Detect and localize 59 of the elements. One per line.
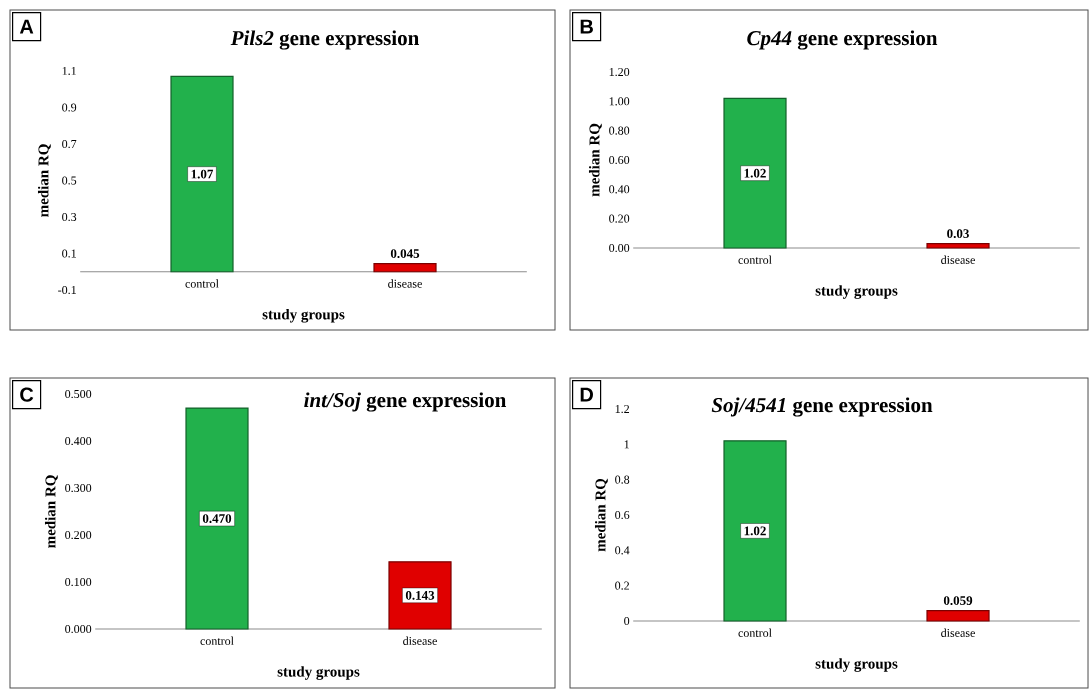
y-tick-label: 1.1 bbox=[62, 66, 76, 76]
y-tick-label: 0.2 bbox=[615, 581, 630, 590]
y-axis-title: median RQ bbox=[44, 475, 58, 548]
y-axis-title: median RQ bbox=[594, 478, 608, 552]
y-tick-label: 0.100 bbox=[65, 577, 92, 587]
y-tick-label: 0.8 bbox=[615, 475, 630, 484]
data-label: 1.02 bbox=[744, 168, 766, 178]
y-tick-label: 0.200 bbox=[65, 530, 92, 540]
y-tick-label: 0.60 bbox=[609, 155, 630, 165]
y-tick-label: 1.2 bbox=[615, 404, 630, 414]
y-tick-label: 1 bbox=[624, 440, 629, 449]
x-tick-label: control bbox=[738, 255, 772, 264]
x-tick-label: disease bbox=[941, 628, 975, 637]
text: C bbox=[20, 387, 34, 402]
data-label: 0.470 bbox=[202, 514, 232, 523]
chart-title: Cp44 gene expression bbox=[747, 30, 938, 50]
chart-title: Pils2 gene expression bbox=[230, 30, 419, 50]
y-tick-label: 0.4 bbox=[615, 546, 630, 555]
y-tick-label: 0.000 bbox=[65, 624, 92, 634]
y-tick-label: 0 bbox=[624, 616, 630, 626]
x-tick-label: disease bbox=[403, 636, 437, 645]
y-tick-label: 0.5 bbox=[62, 176, 77, 185]
text: D bbox=[580, 387, 593, 402]
y-tick-label: 0.00 bbox=[609, 243, 630, 253]
y-tick-label: 0.1 bbox=[62, 249, 76, 258]
x-tick-label: control bbox=[185, 279, 219, 288]
y-axis-title: median RQ bbox=[588, 123, 602, 197]
y-tick-label: 0.6 bbox=[615, 510, 630, 520]
y-tick-label: 0.500 bbox=[65, 389, 92, 399]
x-axis-title: study groups bbox=[815, 285, 898, 299]
chart-title: int/Soj gene expression bbox=[304, 392, 507, 412]
y-tick-label: 0.40 bbox=[609, 185, 630, 194]
x-axis-title: study groups bbox=[815, 658, 898, 672]
x-tick-label: control bbox=[738, 628, 772, 637]
x-tick-label: control bbox=[200, 636, 234, 645]
x-axis-title: study groups bbox=[277, 666, 360, 680]
x-tick-label: disease bbox=[388, 279, 422, 288]
text: B bbox=[580, 19, 593, 34]
text: A bbox=[19, 19, 34, 34]
data-label: 1.02 bbox=[744, 526, 766, 536]
y-tick-label: 0.20 bbox=[609, 214, 630, 223]
y-axis-title: median RQ bbox=[37, 144, 51, 217]
x-axis-title: study groups bbox=[262, 308, 345, 323]
y-tick-label: 1.00 bbox=[609, 97, 630, 106]
data-label: 1.07 bbox=[191, 169, 214, 179]
y-tick-label: 0.7 bbox=[62, 139, 77, 149]
y-tick-label: 1.20 bbox=[609, 67, 630, 77]
y-tick-label: 0.3 bbox=[62, 212, 77, 222]
data-label: 0.03 bbox=[947, 229, 969, 239]
y-tick-label: 0.400 bbox=[65, 436, 92, 446]
data-label: 0.045 bbox=[390, 249, 420, 258]
y-tick-label: -0.1 bbox=[58, 285, 76, 295]
y-tick-label: 0.300 bbox=[65, 483, 92, 493]
y-tick-label: 0.80 bbox=[609, 126, 630, 135]
data-label: 0.143 bbox=[405, 590, 435, 600]
chart-title: Soj/4541 gene expression bbox=[711, 397, 933, 417]
y-tick-label: 0.9 bbox=[62, 103, 77, 112]
x-tick-label: disease bbox=[941, 255, 975, 264]
data-label: 0.059 bbox=[943, 596, 973, 606]
